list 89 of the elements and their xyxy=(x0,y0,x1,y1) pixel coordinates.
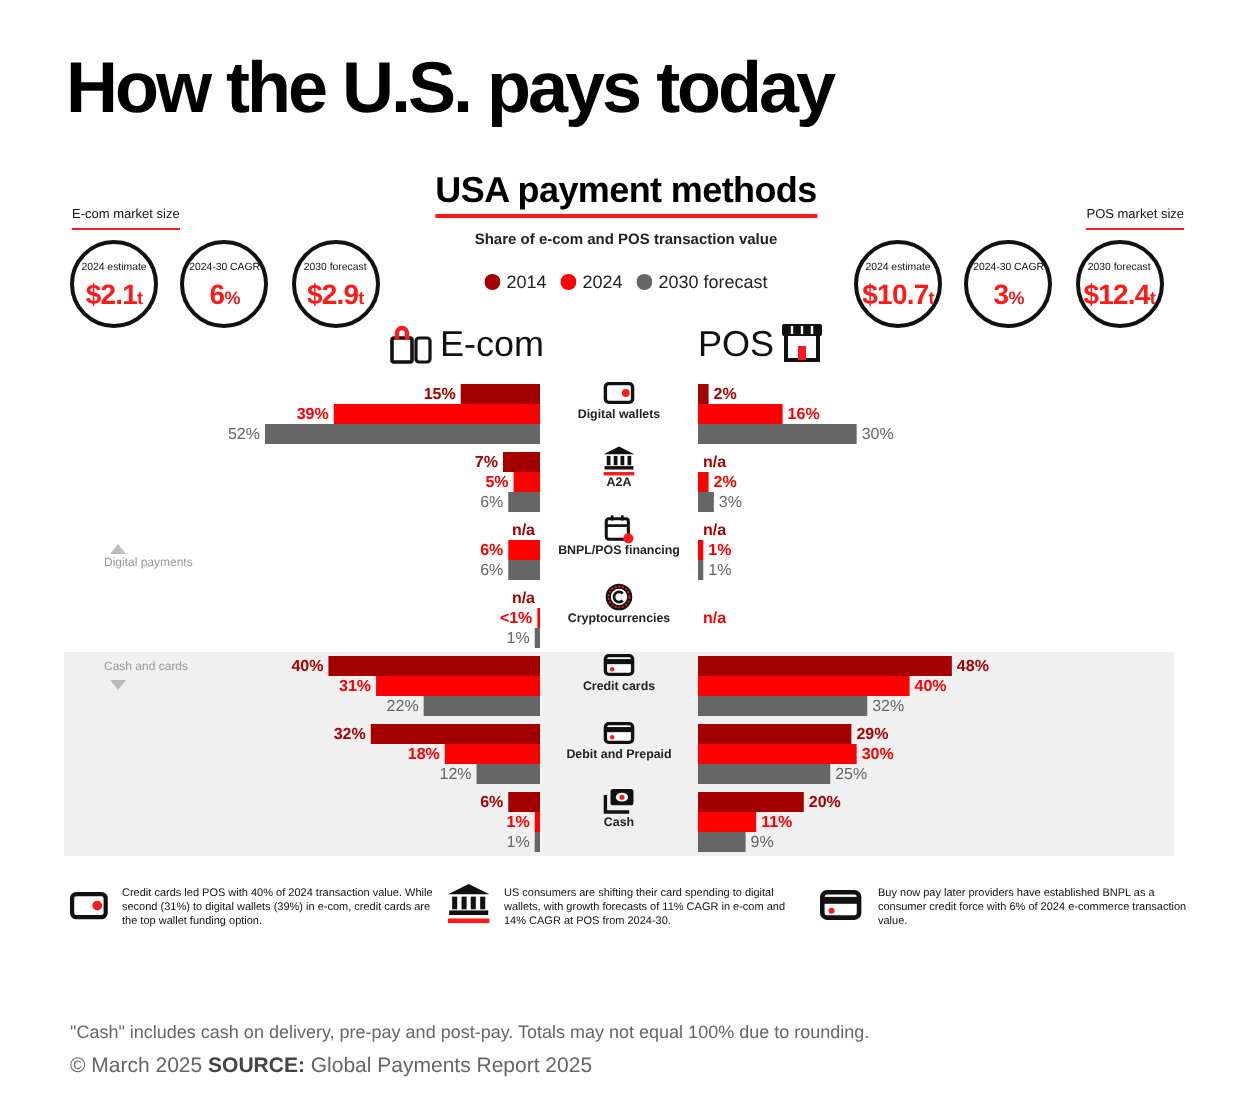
data-label: 12% xyxy=(439,765,472,783)
data-label: 1% xyxy=(506,629,530,647)
bar xyxy=(264,424,540,444)
bar xyxy=(698,696,868,716)
data-label: 22% xyxy=(386,697,419,715)
bar xyxy=(698,764,831,784)
data-label: 7% xyxy=(474,453,498,471)
bar xyxy=(534,812,540,832)
data-label: 18% xyxy=(407,745,440,763)
data-label: <1% xyxy=(499,609,533,627)
bar xyxy=(698,472,709,492)
data-label: 9% xyxy=(750,833,774,851)
bar xyxy=(333,404,540,424)
data-label: 32% xyxy=(333,725,366,743)
legend-label: 2030 forecast xyxy=(658,270,768,294)
bar xyxy=(698,656,952,676)
data-label: 20% xyxy=(808,793,841,811)
data-label: 5% xyxy=(485,473,509,491)
bar xyxy=(423,696,540,716)
bar xyxy=(698,384,709,404)
text: $10.7t xyxy=(860,278,937,314)
bar xyxy=(508,540,540,560)
data-label: 6% xyxy=(480,793,504,811)
bar xyxy=(502,452,540,472)
data-label: 6% xyxy=(480,493,504,511)
data-label: 30% xyxy=(861,745,894,763)
data-label: 40% xyxy=(291,657,324,675)
bar xyxy=(508,792,540,812)
data-label: 1% xyxy=(708,561,732,579)
data-label: 39% xyxy=(296,405,329,423)
bar xyxy=(698,540,704,560)
bar xyxy=(698,812,757,832)
bar xyxy=(508,560,540,580)
legend-label: 2024 xyxy=(582,270,623,294)
text: USA payment methods xyxy=(435,170,817,218)
text: n/a xyxy=(703,453,727,471)
bar xyxy=(698,724,852,744)
bar xyxy=(698,676,910,696)
data-label: 31% xyxy=(339,677,372,695)
data-label: 6% xyxy=(480,561,504,579)
bar xyxy=(698,404,783,424)
data-label: 16% xyxy=(787,405,820,423)
data-label: 1% xyxy=(506,833,530,851)
data-label: 1% xyxy=(506,813,530,831)
data-label: 2% xyxy=(713,385,737,403)
data-label: 30% xyxy=(861,425,894,443)
bar xyxy=(698,492,714,512)
bar xyxy=(476,764,540,784)
text: $2.1t xyxy=(83,278,145,314)
bar xyxy=(698,560,704,580)
bar xyxy=(328,656,540,676)
text: 6% xyxy=(207,278,242,314)
text: 3% xyxy=(991,278,1026,314)
data-label: 52% xyxy=(227,425,260,443)
data-label: 48% xyxy=(956,657,989,675)
data-label: 3% xyxy=(718,493,742,511)
text: "Cash" includes cash on delivery, pre-pay and post-pay. Totals may not equal 100% due to rounding. xyxy=(70,1022,870,1044)
bar xyxy=(698,792,804,812)
data-label: 6% xyxy=(480,541,504,559)
text: n/a xyxy=(511,589,535,607)
data-label: 11% xyxy=(761,813,793,831)
chart-title: E-com xyxy=(439,324,544,364)
text: How the U.S. pays today xyxy=(66,46,834,128)
bar xyxy=(534,628,540,648)
bar xyxy=(444,744,540,764)
data-label: 1% xyxy=(708,541,732,559)
data-label: 15% xyxy=(423,385,456,403)
bar xyxy=(508,492,540,512)
data-label: 2% xyxy=(713,473,737,491)
chart-title: POS xyxy=(698,324,775,364)
data-label: 40% xyxy=(914,677,947,695)
data-label: 29% xyxy=(856,725,889,743)
bar xyxy=(698,424,857,444)
bar xyxy=(698,744,857,764)
text: n/a xyxy=(511,521,535,539)
bar xyxy=(460,384,540,404)
text: $2.9t xyxy=(304,278,366,314)
legend-label: 2014 xyxy=(506,270,547,294)
text: $12.4t xyxy=(1081,278,1158,314)
bar xyxy=(376,676,540,696)
text: © March 2025 SOURCE: Global Payments Report 2025 xyxy=(70,1054,593,1080)
bar xyxy=(698,832,746,852)
bar xyxy=(513,472,540,492)
text: n/a xyxy=(703,521,727,539)
bar xyxy=(534,832,540,852)
bar xyxy=(370,724,540,744)
text: n/a xyxy=(703,609,727,627)
data-label: 32% xyxy=(872,697,905,715)
data-label: 25% xyxy=(835,765,868,783)
